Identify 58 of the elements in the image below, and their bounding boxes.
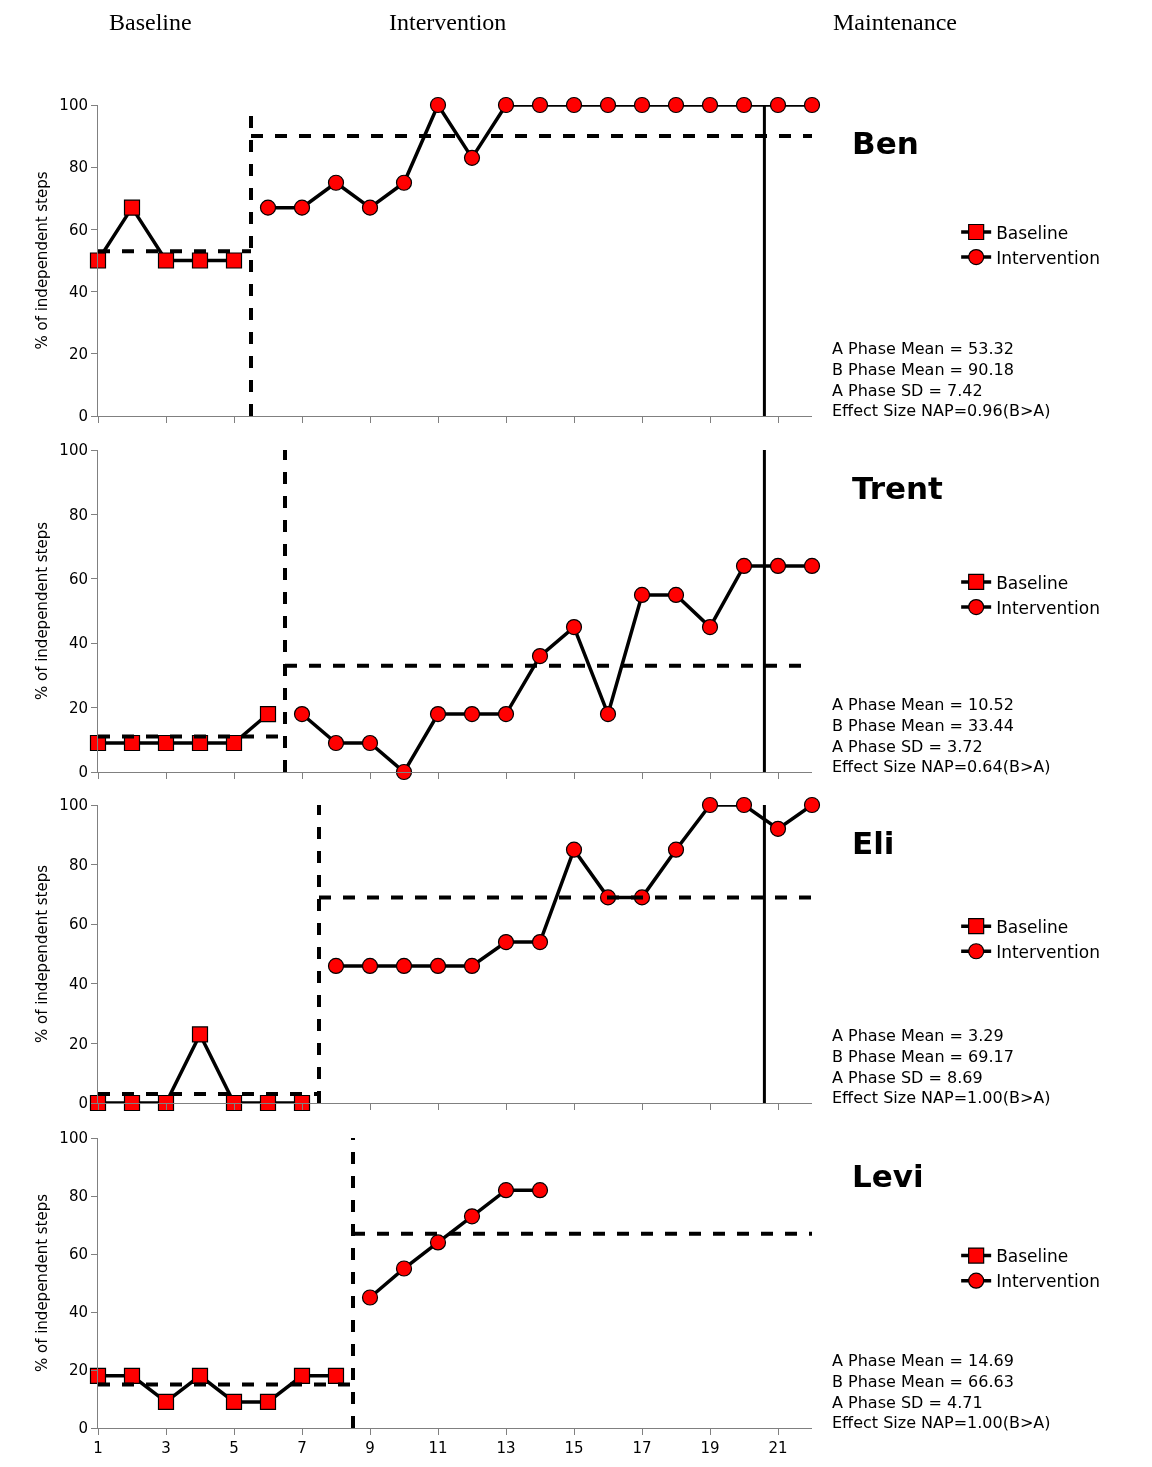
legend-label: Intervention <box>996 247 1100 268</box>
text: Eli <box>852 825 895 861</box>
text: A Phase Mean = 10.52 B Phase Mean = 33.44 A Phase SD = 3.72 Effect Size NAP=0.64(B>A) <box>832 695 1051 777</box>
y-tick-label: 100 <box>59 796 88 815</box>
legend-label: Baseline <box>996 222 1069 243</box>
y-axis-title: % of independent steps <box>32 1193 51 1373</box>
y-tick-label: 0 <box>78 1419 88 1438</box>
text: A Phase Mean = 53.32 B Phase Mean = 90.18 A Phase SD = 7.42 Effect Size NAP=0.96(B>A) <box>832 339 1051 421</box>
y-tick-label: 60 <box>68 570 88 589</box>
y-tick-label: 40 <box>68 975 88 994</box>
y-axis-title: % of independent steps <box>32 521 51 701</box>
y-tick-label: 0 <box>78 407 88 426</box>
legend-label: Intervention <box>996 1271 1100 1292</box>
y-tick-label: 40 <box>68 282 88 301</box>
y-tick-label: 40 <box>68 634 88 653</box>
y-tick-label: 20 <box>68 1034 88 1053</box>
text: Maintenance <box>833 9 957 35</box>
y-tick-label: 20 <box>68 1361 88 1380</box>
legend-label: Baseline <box>996 1246 1069 1267</box>
text: Trent <box>852 470 944 506</box>
y-tick-label: 100 <box>59 96 88 115</box>
text: A Phase Mean = 3.29 B Phase Mean = 69.17 A Phase SD = 8.69 Effect Size NAP=1.00(B>A) <box>832 1026 1051 1108</box>
legend-label: Intervention <box>996 941 1100 962</box>
y-tick-label: 60 <box>68 220 88 239</box>
x-tick-label: 17 <box>632 1439 652 1457</box>
x-tick-label: 19 <box>700 1439 720 1457</box>
y-tick-label: 0 <box>78 1094 88 1113</box>
text: Ben <box>852 125 919 161</box>
y-tick-label: 80 <box>68 1187 88 1206</box>
y-tick-label: 60 <box>68 915 88 934</box>
x-tick-label: 3 <box>161 1439 171 1457</box>
legend-label: Baseline <box>996 916 1069 937</box>
x-tick-label: 13 <box>496 1439 516 1457</box>
x-tick-label: 7 <box>297 1439 307 1457</box>
x-tick-label: 9 <box>365 1439 375 1457</box>
y-tick-label: 40 <box>68 1303 88 1322</box>
x-tick-label: 15 <box>564 1439 584 1457</box>
x-tick-label: 21 <box>768 1439 788 1457</box>
y-tick-label: 20 <box>68 345 88 364</box>
y-axis-title: % of independent steps <box>32 171 51 350</box>
text: Levi <box>852 1158 924 1194</box>
text: Baseline <box>109 9 192 35</box>
y-tick-label: 0 <box>78 763 88 782</box>
y-tick-label: 20 <box>68 698 88 717</box>
legend-label: Intervention <box>996 597 1100 618</box>
legend-label: Baseline <box>996 572 1069 593</box>
y-tick-label: 60 <box>68 1245 88 1264</box>
y-tick-label: 80 <box>68 855 88 874</box>
text: Intervention <box>389 9 507 35</box>
text: A Phase Mean = 14.69 B Phase Mean = 66.63 A Phase SD = 4.71 Effect Size NAP=1.00(B>A) <box>832 1351 1051 1433</box>
x-tick-label: 1 <box>93 1439 103 1457</box>
y-tick-label: 100 <box>59 1129 88 1148</box>
x-tick-label: 11 <box>428 1439 448 1457</box>
y-axis-title: % of independent steps <box>32 864 51 1044</box>
y-tick-label: 80 <box>68 505 88 524</box>
x-tick-label: 5 <box>229 1439 239 1457</box>
y-tick-label: 100 <box>59 441 88 460</box>
y-tick-label: 80 <box>68 158 88 177</box>
